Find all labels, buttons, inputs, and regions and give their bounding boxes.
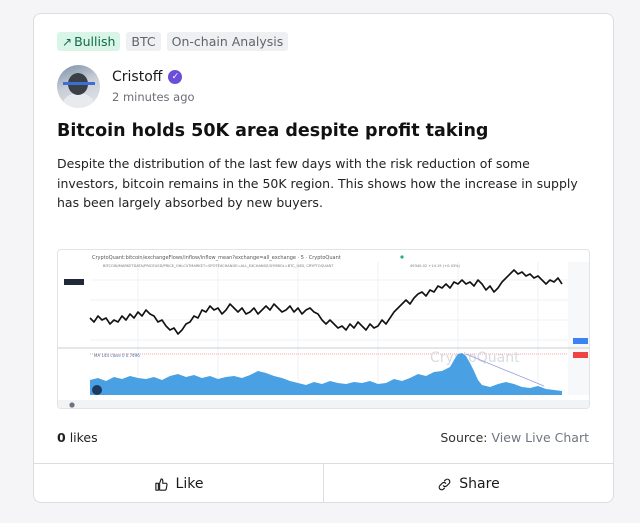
tag-bullish-label: Bullish	[74, 34, 116, 49]
chart-screenshot: CryptoQuant:bitcoin/exchangeFlows/inflow…	[58, 250, 589, 408]
chart-readout-text: 49340.02 +14.19 (+0.03%)	[410, 264, 461, 268]
tag-onchain-analysis[interactable]: On-chain Analysis	[166, 32, 289, 51]
link-icon	[438, 478, 451, 490]
likes-count: 0 likes	[57, 430, 98, 445]
view-live-chart-link[interactable]: View Live Chart	[491, 430, 590, 445]
like-button[interactable]: Like	[34, 464, 323, 502]
source-label: Source:	[440, 430, 488, 445]
chart-indicator-text: MA 144 close 0 0.7496	[94, 353, 140, 358]
like-button-label: Like	[175, 476, 204, 492]
trend-up-icon: ↗	[62, 34, 73, 49]
likes-label: likes	[69, 430, 98, 445]
post-card: ↗ Bullish BTC On-chain Analysis Cristoff…	[33, 13, 614, 503]
share-button[interactable]: Share	[323, 464, 613, 502]
avatar[interactable]	[57, 65, 100, 108]
chart-header-text: CryptoQuant:bitcoin/exchangeFlows/inflow…	[92, 255, 341, 261]
chart-subheader-text: BITCOIN/MARKETDATA/PRICEUSD/PRICE_OHLCV?…	[103, 264, 334, 268]
thumbs-up-icon	[154, 477, 168, 491]
share-button-label: Share	[459, 476, 500, 492]
tag-list: ↗ Bullish BTC On-chain Analysis	[57, 32, 289, 51]
author-name[interactable]: Cristoff	[112, 69, 163, 85]
post-title: Bitcoin holds 50K area despite profit ta…	[57, 121, 489, 141]
post-body: Despite the distribution of the last few…	[57, 156, 578, 210]
verified-badge-icon: ✓	[168, 70, 183, 84]
likes-number: 0	[57, 430, 66, 445]
tag-bullish[interactable]: ↗ Bullish	[57, 32, 121, 51]
post-timestamp: 2 minutes ago	[112, 90, 195, 104]
tag-btc[interactable]: BTC	[126, 32, 161, 51]
author-row: Cristoff ✓ 2 minutes ago	[57, 65, 195, 108]
action-bar: Like Share	[34, 463, 613, 502]
chart-image[interactable]: CryptoQuant:bitcoin/exchangeFlows/inflow…	[57, 249, 590, 409]
chart-source: Source: View Live Chart	[440, 430, 589, 445]
